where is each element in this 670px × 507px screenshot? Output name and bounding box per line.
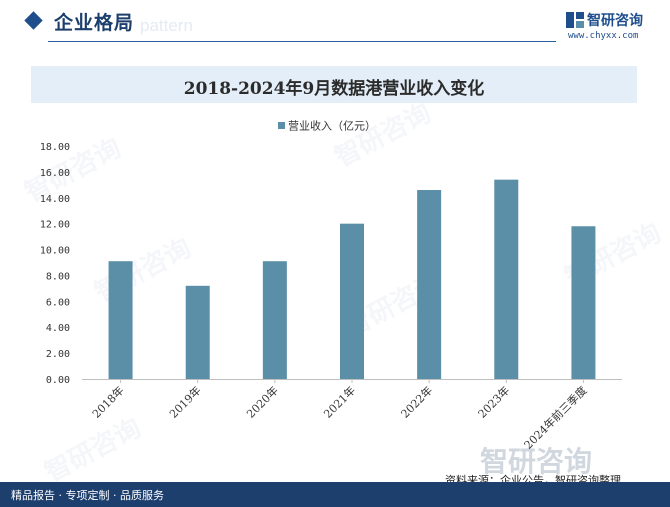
top-header: pattern 企业格局 智研咨询 www.chyxx.com (0, 0, 670, 46)
bar (494, 179, 519, 379)
y-tick-label: 6.00 (46, 297, 70, 308)
y-tick-label: 16.00 (40, 168, 70, 179)
chart-title: 2018-2024年9月数据港营业收入变化 (183, 79, 485, 99)
y-tick-label: 14.00 (40, 194, 70, 205)
brand: 智研咨询 www.chyxx.com (566, 9, 666, 43)
section-title: 企业格局 (54, 12, 135, 34)
legend-swatch (278, 122, 285, 129)
footer-slogan: 精品报告 · 专项定制 · 品质服务 (11, 489, 164, 502)
legend-label: 营业收入（亿元） (288, 119, 376, 133)
bar (185, 285, 210, 379)
bar (108, 261, 133, 379)
y-tick-label: 12.00 (40, 220, 70, 231)
watermark-logo-text: 智研咨询 (480, 445, 593, 478)
x-tick-label: 2021年 (321, 383, 358, 420)
brand-logo-icon (566, 12, 584, 28)
chart-legend: 营业收入（亿元） (278, 115, 376, 133)
x-tick-label: 2020年 (244, 383, 281, 420)
y-tick-label: 0.00 (46, 375, 70, 386)
brand-name: 智研咨询 (587, 13, 643, 29)
bar (340, 223, 364, 379)
x-tick-label: 2023年 (475, 383, 512, 420)
bar (571, 226, 596, 379)
y-tick-label: 18.00 (40, 142, 70, 153)
y-tick-label: 4.00 (46, 323, 70, 334)
y-tick-label: 8.00 (46, 271, 70, 282)
x-tick-label: 2018年 (89, 383, 126, 420)
bar (417, 190, 442, 379)
header-rule (48, 41, 556, 42)
chart-title-banner: 2018-2024年9月数据港营业收入变化 (31, 66, 637, 103)
footer-bar: 精品报告 · 专项定制 · 品质服务 (0, 482, 670, 507)
x-tick-label: 2022年 (398, 383, 435, 420)
y-tick-label: 10.00 (40, 246, 70, 257)
bar (262, 261, 287, 379)
x-tick-label: 2019年 (166, 383, 203, 420)
brand-url: www.chyxx.com (568, 31, 639, 41)
header-ghost-text: pattern (140, 16, 193, 35)
y-tick-label: 2.00 (46, 349, 70, 360)
